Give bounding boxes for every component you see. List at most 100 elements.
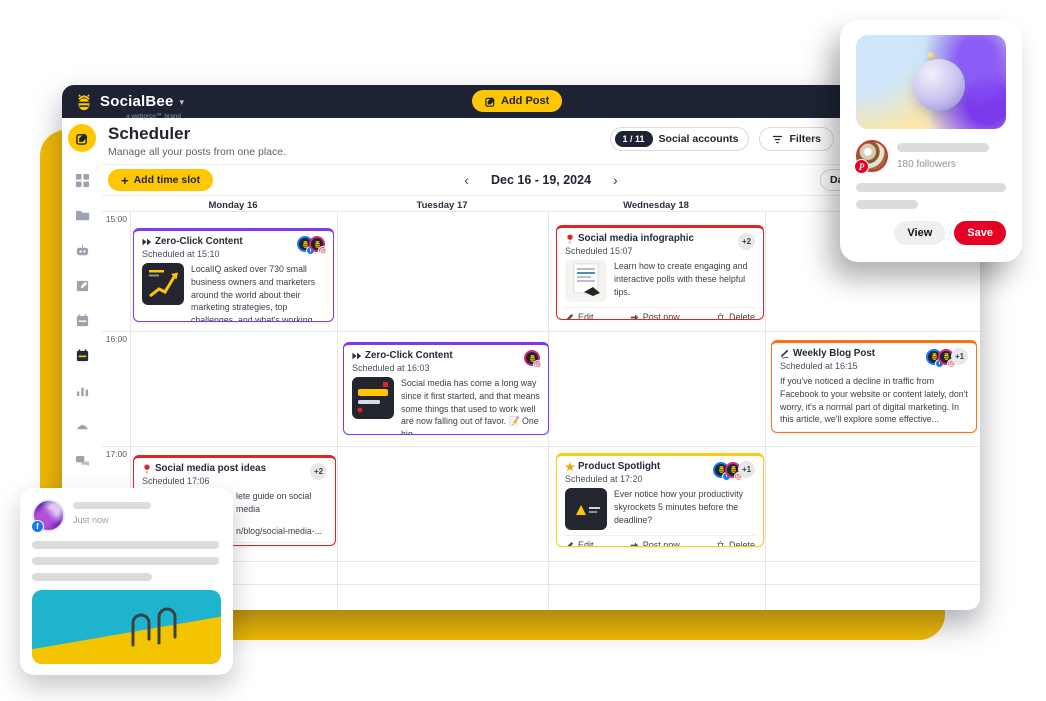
sidebar-item-dashboard[interactable] <box>74 172 90 188</box>
post-accounts: +2 <box>738 233 755 250</box>
bar-chart-icon <box>76 387 88 396</box>
social-accounts-filter-button[interactable]: 1 / 11 Social accounts <box>609 127 750 151</box>
delete-icon <box>716 540 725 546</box>
post-title: Social media post ideas <box>155 463 267 474</box>
prev-week-button[interactable]: ‹ <box>464 172 469 188</box>
caret-down-icon: ▾ <box>179 97 185 107</box>
bee-icon <box>729 465 738 474</box>
filters-button[interactable]: Filters <box>759 127 834 151</box>
sidebar-item-create-post[interactable] <box>68 124 96 152</box>
post-now-button[interactable]: Post now <box>630 312 680 320</box>
accounts-label: Social accounts <box>658 133 739 145</box>
delete-label: Delete <box>728 540 755 547</box>
next-week-button[interactable]: › <box>613 172 618 188</box>
post-scheduled-time: Scheduled 17:06 <box>142 476 210 486</box>
post-thumbnail <box>565 488 607 530</box>
sidebar-item-ai-assistant[interactable] <box>74 242 90 258</box>
grid-line <box>102 584 980 585</box>
sidebar-item-content[interactable] <box>74 207 90 223</box>
post-now-button[interactable]: Post now <box>630 540 680 546</box>
post-card[interactable]: Weekly Blog Post Scheduled at 16:15 f +1… <box>771 340 977 433</box>
delete-button[interactable]: Delete <box>716 540 755 547</box>
instagram-account-avatar <box>309 236 327 255</box>
grid-line <box>765 211 766 610</box>
edit-button[interactable]: Edit <box>565 540 594 546</box>
post-card[interactable]: Product Spotlight Scheduled at 17:20 f +… <box>556 453 764 547</box>
day-header-wednesday: Wednesday 18 <box>623 200 689 211</box>
sidebar-item-analytics[interactable] <box>74 382 90 398</box>
sidebar-item-conversations[interactable] <box>74 452 90 468</box>
post-now-label: Post now <box>642 312 680 320</box>
date-navigation: ‹ Dec 16 - 19, 2024 › <box>464 165 617 195</box>
accounts-count-badge: 1 / 11 <box>614 131 653 147</box>
bee-icon <box>942 352 951 361</box>
post-scheduled-time: Scheduled at 15:10 <box>142 249 220 259</box>
delete-label: Delete <box>728 312 755 320</box>
post-card[interactable]: Zero-Click Content Scheduled at 15:10 f <box>133 228 334 322</box>
grid-line <box>102 446 980 447</box>
brand-switcher[interactable]: SocialBee ▾ a webpros℠ brand <box>74 92 185 120</box>
more-accounts-badge: +1 <box>738 461 755 478</box>
placeholder-text-bar <box>32 573 152 581</box>
filters-label: Filters <box>789 133 821 145</box>
add-time-slot-button[interactable]: + Add time slot <box>108 169 214 191</box>
grid-line <box>130 211 131 610</box>
compose-icon <box>75 132 89 145</box>
bee-icon <box>528 354 537 363</box>
post-scheduled-time: Scheduled 15:07 <box>565 246 633 256</box>
post-accounts: +2 <box>310 463 327 480</box>
placeholder-text-bar <box>73 502 151 509</box>
more-accounts-badge: +2 <box>738 233 755 250</box>
instagram-account-avatar <box>524 350 542 369</box>
time-label-1600: 16:00 <box>105 334 127 344</box>
pinterest-preview-image <box>856 35 1006 129</box>
post-card[interactable]: Zero-Click Content Scheduled at 16:03 <box>343 342 549 435</box>
edit-button[interactable]: Edit <box>565 312 594 319</box>
post-accounts <box>524 350 542 369</box>
delete-icon <box>716 312 725 319</box>
sidebar-item-engage[interactable] <box>74 417 90 433</box>
more-accounts-badge: +1 <box>951 348 968 365</box>
brand-name: SocialBee <box>100 93 174 110</box>
compose-icon <box>485 96 496 107</box>
placeholder-text-bar <box>856 183 1006 192</box>
sidebar-item-drafts[interactable] <box>74 277 90 293</box>
sidebar-item-calendar[interactable] <box>74 312 90 328</box>
bee-icon <box>930 352 939 361</box>
save-button[interactable]: Save <box>954 221 1006 245</box>
facebook-profile-avatar: f <box>31 499 65 533</box>
post-body-line: lete guide on social media <box>236 491 312 514</box>
post-thumbnail <box>142 263 184 305</box>
post-body-text: Ever notice how your productivity skyroc… <box>614 489 744 525</box>
robot-icon <box>76 244 88 255</box>
post-title: Weekly Blog Post <box>793 348 876 359</box>
delete-button[interactable]: Delete <box>716 312 755 320</box>
post-timestamp: Just now <box>73 515 109 525</box>
post-body-link: n/blog/social-media-... <box>236 525 323 536</box>
grid-line <box>102 331 980 332</box>
pool-ladder-graphic <box>131 607 177 647</box>
calendar-edit-icon <box>76 280 88 291</box>
post-accounts: f +1 <box>713 461 755 481</box>
instagram-badge-icon <box>533 360 542 369</box>
grid-icon <box>75 173 89 187</box>
fast-forward-icon <box>142 237 152 247</box>
post-title: Zero-Click Content <box>365 350 453 361</box>
edit-icon <box>565 313 574 319</box>
folder-icon <box>75 210 89 220</box>
post-card[interactable]: Social media infographic Scheduled 15:07… <box>556 225 764 320</box>
bee-icon <box>313 240 322 249</box>
grid-line <box>337 211 338 610</box>
add-post-button[interactable]: Add Post <box>472 90 563 112</box>
page-subtitle: Manage all your posts from one place. <box>108 146 287 158</box>
filter-icon <box>772 134 783 145</box>
post-thumbnail <box>352 377 394 419</box>
post-title: Social media infographic <box>578 233 694 244</box>
post-body-text: LocalIQ asked over 730 small business ow… <box>191 264 316 322</box>
sidebar-item-scheduler[interactable] <box>74 347 90 363</box>
view-button[interactable]: View <box>894 221 946 245</box>
post-body-text: Social media has come a long way since i… <box>401 378 540 435</box>
header-controls: 1 / 11 Social accounts Filters <box>609 127 834 151</box>
facebook-badge-icon: f <box>31 520 44 533</box>
post-body-text: lete guide on social media n/blog/social… <box>142 490 327 537</box>
